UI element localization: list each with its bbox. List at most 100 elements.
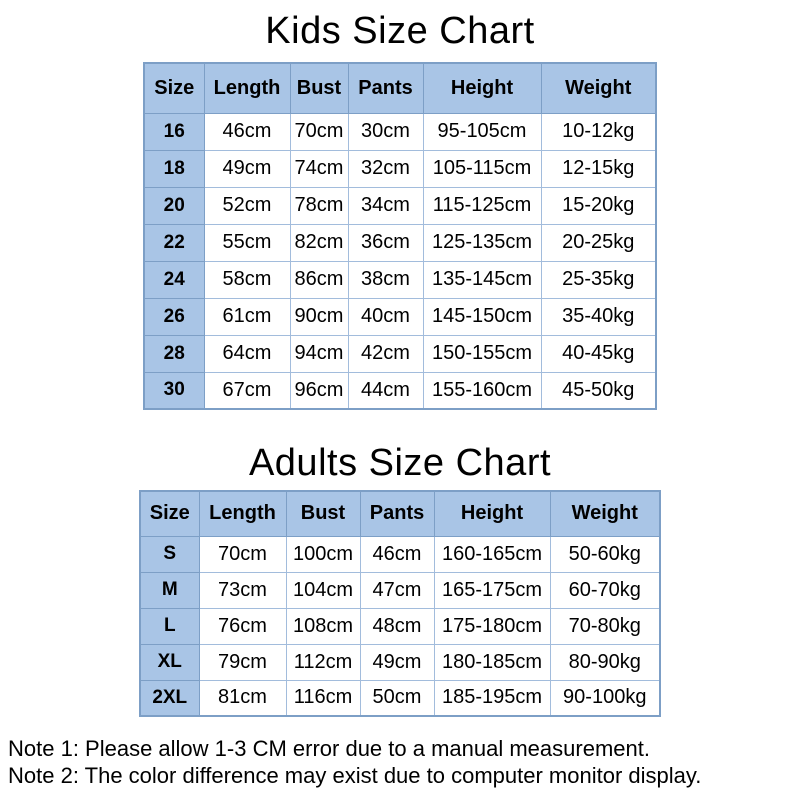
data-cell: 175-180cm bbox=[433, 607, 551, 645]
kids-table-body: 16 46cm 70cm 30cm 95-105cm 10-12kg 18 49cm 74cm 3… bbox=[143, 112, 657, 410]
data-cell: 135-145cm bbox=[422, 260, 542, 299]
table-row-size-18: 18 49cm 74cm 32cm 105-115cm 12-15kg bbox=[143, 149, 657, 188]
header-row: Size Length Bust Pants Height Weight bbox=[139, 490, 661, 537]
data-cell: 64cm bbox=[203, 334, 291, 373]
adults-chart-title: Adults Size Chart bbox=[248, 442, 552, 484]
size-cell: 18 bbox=[143, 149, 205, 188]
column-header-pants: Pants bbox=[347, 62, 424, 114]
size-cell: 30 bbox=[143, 371, 205, 410]
table-row-size-16: 16 46cm 70cm 30cm 95-105cm 10-12kg bbox=[143, 112, 657, 151]
data-cell: 12-15kg bbox=[540, 149, 657, 188]
data-cell: 52cm bbox=[203, 186, 291, 225]
data-cell: 76cm bbox=[198, 607, 287, 645]
data-cell: 95-105cm bbox=[422, 112, 542, 151]
data-cell: 46cm bbox=[359, 535, 435, 573]
data-cell: 49cm bbox=[203, 149, 291, 188]
table-row-size-26: 26 61cm 90cm 40cm 145-150cm 35-40kg bbox=[143, 297, 657, 336]
table-row-size-s: S 70cm 100cm 46cm 160-165cm 50-60kg bbox=[139, 535, 661, 573]
kids-table-header: Size Length Bust Pants Height Weight bbox=[143, 62, 657, 114]
data-cell: 44cm bbox=[347, 371, 424, 410]
data-cell: 112cm bbox=[285, 643, 361, 681]
data-cell: 38cm bbox=[347, 260, 424, 299]
data-cell: 70-80kg bbox=[549, 607, 661, 645]
data-cell: 165-175cm bbox=[433, 571, 551, 609]
header-row: Size Length Bust Pants Height Weight bbox=[143, 62, 657, 114]
data-cell: 90-100kg bbox=[549, 679, 661, 717]
table-row-size-xl: XL 79cm 112cm 49cm 180-185cm 80-90kg bbox=[139, 643, 661, 681]
kids-chart-title: Kids Size Chart bbox=[265, 10, 535, 52]
data-cell: 20-25kg bbox=[540, 223, 657, 262]
size-cell: L bbox=[139, 607, 200, 645]
data-cell: 185-195cm bbox=[433, 679, 551, 717]
table-row-size-m: M 73cm 104cm 47cm 165-175cm 60-70kg bbox=[139, 571, 661, 609]
size-cell: 26 bbox=[143, 297, 205, 336]
data-cell: 25-35kg bbox=[540, 260, 657, 299]
data-cell: 58cm bbox=[203, 260, 291, 299]
adults-size-table: Size Length Bust Pants Height Weight S 70cm 100… bbox=[139, 490, 661, 717]
data-cell: 125-135cm bbox=[422, 223, 542, 262]
data-cell: 104cm bbox=[285, 571, 361, 609]
data-cell: 86cm bbox=[289, 260, 349, 299]
column-header-size: Size bbox=[139, 490, 200, 537]
data-cell: 160-165cm bbox=[433, 535, 551, 573]
data-cell: 82cm bbox=[289, 223, 349, 262]
table-row-size-l: L 76cm 108cm 48cm 175-180cm 70-80kg bbox=[139, 607, 661, 645]
size-cell: 24 bbox=[143, 260, 205, 299]
adults-table-header: Size Length Bust Pants Height Weight bbox=[139, 490, 661, 537]
data-cell: 100cm bbox=[285, 535, 361, 573]
data-cell: 80-90kg bbox=[549, 643, 661, 681]
data-cell: 67cm bbox=[203, 371, 291, 410]
data-cell: 116cm bbox=[285, 679, 361, 717]
size-cell: M bbox=[139, 571, 200, 609]
table-row-size-2xl: 2XL 81cm 116cm 50cm 185-195cm 90-100kg bbox=[139, 679, 661, 717]
data-cell: 32cm bbox=[347, 149, 424, 188]
data-cell: 45-50kg bbox=[540, 371, 657, 410]
column-header-weight: Weight bbox=[540, 62, 657, 114]
size-cell: 16 bbox=[143, 112, 205, 151]
column-header-height: Height bbox=[422, 62, 542, 114]
data-cell: 35-40kg bbox=[540, 297, 657, 336]
data-cell: 50-60kg bbox=[549, 535, 661, 573]
data-cell: 155-160cm bbox=[422, 371, 542, 410]
data-cell: 61cm bbox=[203, 297, 291, 336]
table-row-size-20: 20 52cm 78cm 34cm 115-125cm 15-20kg bbox=[143, 186, 657, 225]
data-cell: 15-20kg bbox=[540, 186, 657, 225]
data-cell: 108cm bbox=[285, 607, 361, 645]
column-header-length: Length bbox=[198, 490, 287, 537]
data-cell: 50cm bbox=[359, 679, 435, 717]
note-1: Note 1: Please allow 1-3 CM error due to… bbox=[8, 736, 650, 761]
data-cell: 78cm bbox=[289, 186, 349, 225]
data-cell: 74cm bbox=[289, 149, 349, 188]
table-row-size-22: 22 55cm 82cm 36cm 125-135cm 20-25kg bbox=[143, 223, 657, 262]
data-cell: 34cm bbox=[347, 186, 424, 225]
table-row-size-28: 28 64cm 94cm 42cm 150-155cm 40-45kg bbox=[143, 334, 657, 373]
size-cell: 20 bbox=[143, 186, 205, 225]
size-cell: XL bbox=[139, 643, 200, 681]
data-cell: 42cm bbox=[347, 334, 424, 373]
data-cell: 115-125cm bbox=[422, 186, 542, 225]
data-cell: 79cm bbox=[198, 643, 287, 681]
data-cell: 81cm bbox=[198, 679, 287, 717]
data-cell: 90cm bbox=[289, 297, 349, 336]
data-cell: 46cm bbox=[203, 112, 291, 151]
data-cell: 10-12kg bbox=[540, 112, 657, 151]
column-header-height: Height bbox=[433, 490, 551, 537]
column-header-bust: Bust bbox=[289, 62, 349, 114]
data-cell: 55cm bbox=[203, 223, 291, 262]
data-cell: 49cm bbox=[359, 643, 435, 681]
note-2: Note 2: The color difference may exist d… bbox=[8, 763, 702, 788]
data-cell: 60-70kg bbox=[549, 571, 661, 609]
notes-block: Note 1: Please allow 1-3 CM error due to… bbox=[8, 735, 800, 789]
size-cell: 28 bbox=[143, 334, 205, 373]
data-cell: 150-155cm bbox=[422, 334, 542, 373]
column-header-pants: Pants bbox=[359, 490, 435, 537]
data-cell: 73cm bbox=[198, 571, 287, 609]
data-cell: 30cm bbox=[347, 112, 424, 151]
column-header-size: Size bbox=[143, 62, 205, 114]
data-cell: 96cm bbox=[289, 371, 349, 410]
data-cell: 70cm bbox=[198, 535, 287, 573]
data-cell: 70cm bbox=[289, 112, 349, 151]
data-cell: 40-45kg bbox=[540, 334, 657, 373]
data-cell: 36cm bbox=[347, 223, 424, 262]
data-cell: 94cm bbox=[289, 334, 349, 373]
